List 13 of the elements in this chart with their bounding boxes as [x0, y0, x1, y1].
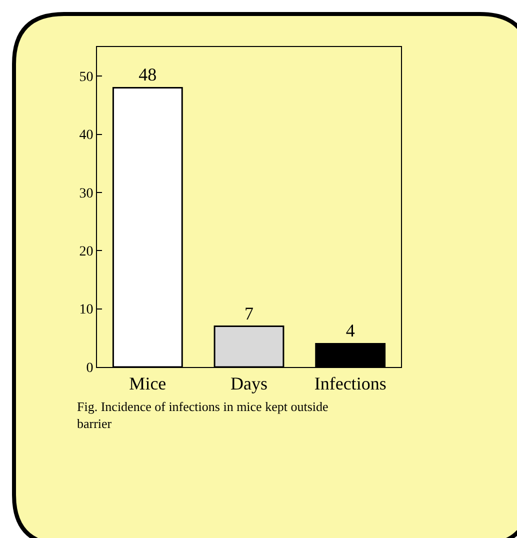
y-tick-label: 40	[79, 128, 94, 144]
y-tick-label: 20	[79, 244, 94, 260]
x-tick-label: Infections	[314, 374, 386, 394]
data-label: 7	[244, 303, 254, 324]
y-tick-label: 10	[79, 302, 94, 318]
x-tick-label: Mice	[129, 374, 166, 394]
y-tick-label: 0	[86, 360, 94, 376]
y-tick-label: 50	[79, 70, 94, 85]
data-label: 4	[346, 320, 355, 341]
text: Fig. Incidence of infections in mice kept outside barrier	[77, 399, 328, 431]
data-label: 48	[138, 64, 157, 85]
y-tick-label: 30	[79, 186, 94, 202]
x-tick-label: Days	[230, 374, 268, 394]
